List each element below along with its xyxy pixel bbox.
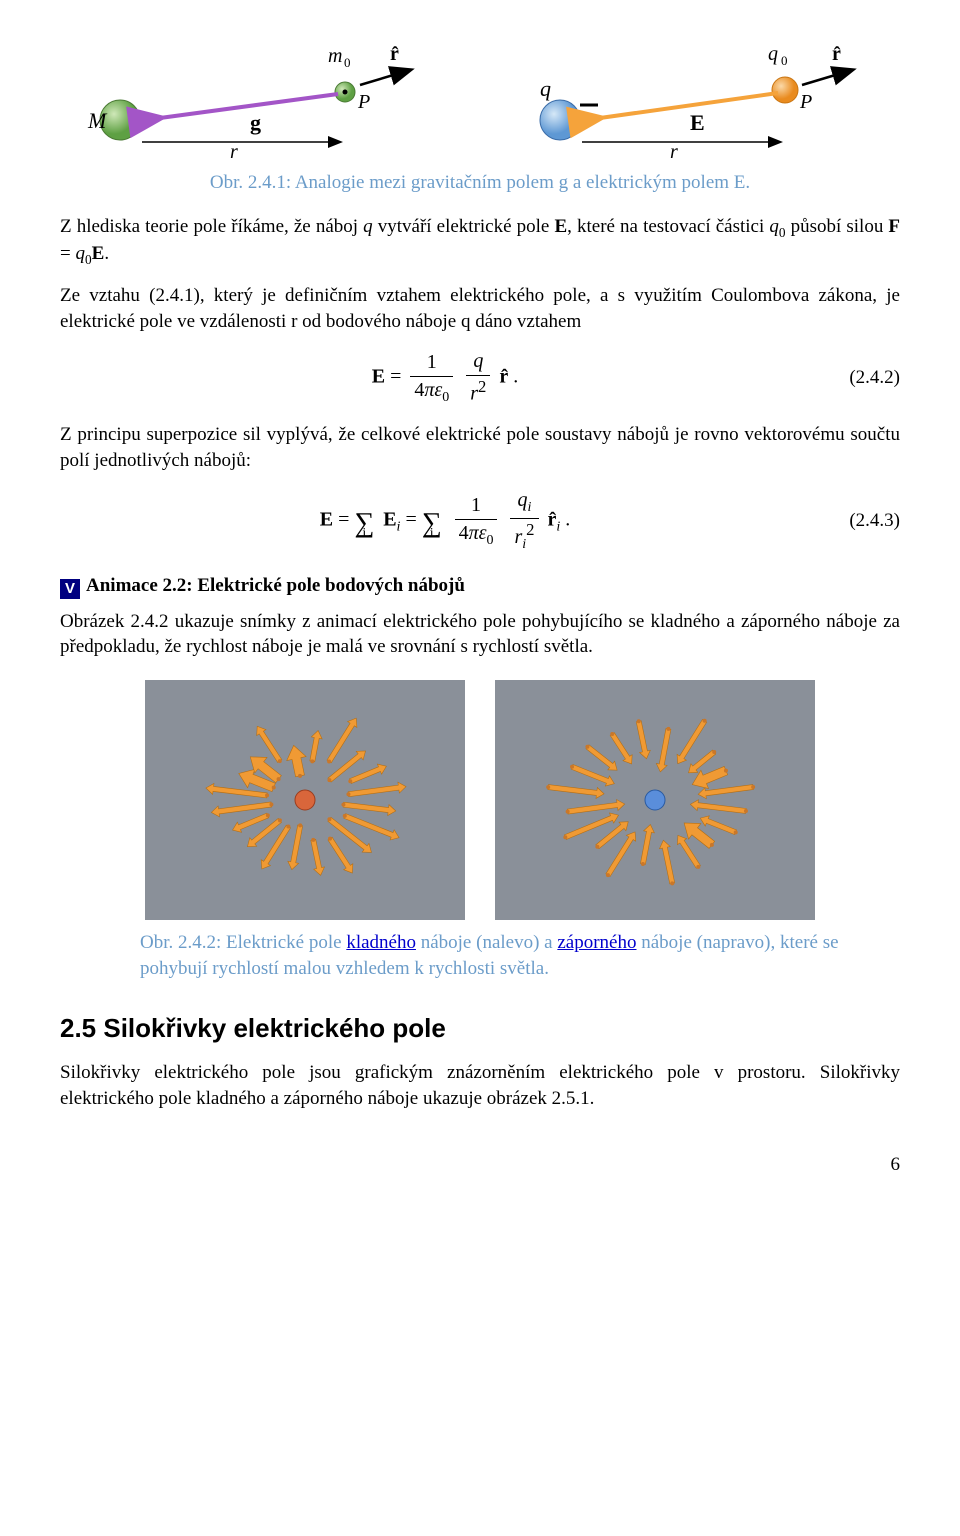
svg-text:r: r	[230, 141, 238, 160]
figure-2-4-2-caption: Obr. 2.4.2: Elektrické pole kladného náb…	[140, 930, 900, 981]
positive-charge-animation	[145, 680, 465, 920]
svg-text:0: 0	[781, 53, 788, 68]
electric-diagram: q r q0 r̂ P E	[520, 30, 880, 160]
eq-number: (2.4.2)	[830, 365, 900, 391]
svg-text:P: P	[357, 91, 370, 113]
video-icon: V	[60, 579, 80, 599]
section-2-5-heading: 2.5 Silokřivky elektrického pole	[60, 1011, 900, 1046]
paragraph-5: Silokřivky elektrického pole jsou grafic…	[60, 1060, 900, 1111]
svg-text:r̂: r̂	[832, 43, 841, 65]
equation-2-4-3: E = ∑i Ei = ∑i 14πε0 qiri2 r̂i . (2.4.3)	[60, 487, 900, 554]
svg-text:0: 0	[344, 55, 351, 70]
figure-2-4-2	[60, 680, 900, 920]
paragraph-1: Z hlediska teorie pole říkáme, že náboj …	[60, 214, 900, 269]
svg-text:E: E	[690, 110, 705, 135]
figure-2-4-1-caption: Obr. 2.4.1: Analogie mezi gravitačním po…	[60, 170, 900, 196]
svg-text:M: M	[87, 108, 108, 133]
svg-text:q: q	[768, 43, 778, 65]
figure-2-4-1: M r m0 r̂ P g q r q0	[60, 30, 900, 160]
svg-text:m: m	[328, 45, 342, 67]
gravity-diagram: M r m0 r̂ P g	[80, 30, 440, 160]
paragraph-2: Ze vztahu (2.4.1), který je definičním v…	[60, 283, 900, 334]
svg-text:r̂: r̂	[390, 43, 399, 65]
svg-text:g: g	[250, 110, 261, 135]
svg-text:q: q	[540, 76, 551, 101]
link-positive[interactable]: kladného	[346, 932, 416, 953]
link-negative[interactable]: záporného	[557, 932, 636, 953]
page-number: 6	[60, 1152, 900, 1178]
svg-text:r: r	[670, 141, 678, 160]
negative-charge-animation	[495, 680, 815, 920]
svg-text:P: P	[799, 91, 812, 113]
animation-heading: VAnimace 2.2: Elektrické pole bodových n…	[60, 573, 900, 599]
eq-number: (2.4.3)	[830, 508, 900, 534]
paragraph-3: Z principu superpozice sil vyplývá, že c…	[60, 422, 900, 473]
paragraph-4: Obrázek 2.4.2 ukazuje snímky z animací e…	[60, 609, 900, 660]
equation-2-4-2: E = 14πε0 qr2 r̂ . (2.4.2)	[60, 348, 900, 408]
